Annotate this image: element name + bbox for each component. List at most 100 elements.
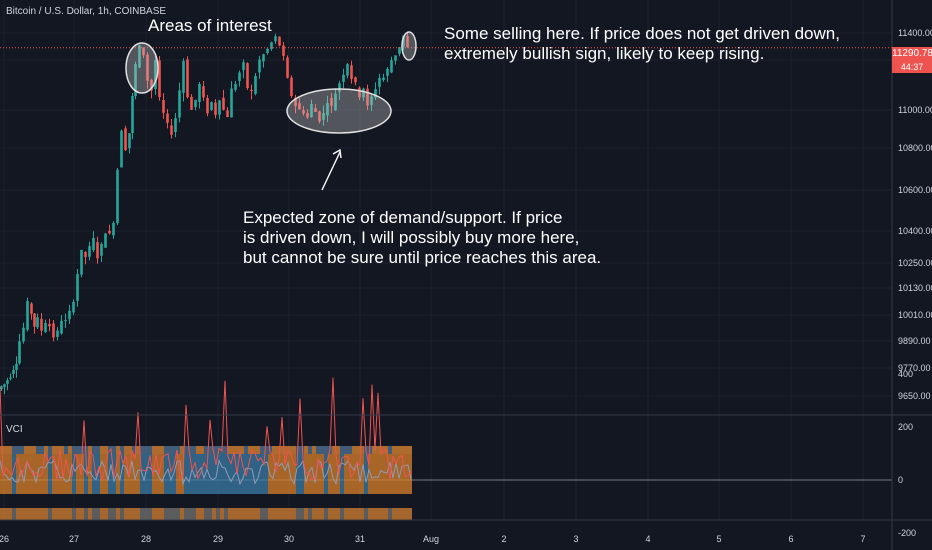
y-tick-label: 9650.00 (898, 391, 931, 401)
vci-band-low (20, 508, 24, 520)
vci-band-top (176, 446, 180, 454)
y-tick-label: 10800.00 (898, 143, 932, 153)
vci-band-mid (284, 454, 288, 494)
x-tick-label: 28 (141, 534, 151, 544)
vci-band-low (340, 508, 344, 520)
vci-band-low (200, 508, 204, 520)
vci-band-top (152, 446, 156, 454)
candle-body (330, 97, 333, 106)
vci-band-low (16, 508, 20, 520)
vci-tick-label: 200 (898, 422, 913, 432)
vci-band-top (356, 446, 360, 454)
vci-band-low (288, 508, 292, 520)
candle-body (6, 380, 9, 384)
vci-band-low (4, 508, 8, 520)
candle-body (36, 317, 39, 328)
vci-band-low (164, 508, 168, 520)
candle-body (278, 36, 281, 46)
vci-band-low (300, 508, 304, 520)
candle-body (362, 88, 365, 98)
vci-band-top (20, 446, 24, 454)
candle-body (92, 237, 95, 251)
vci-band-top (272, 446, 276, 454)
vci-band-mid (176, 454, 180, 494)
vci-band-top (168, 446, 172, 454)
vci-band-low (332, 508, 336, 520)
vci-band-top (404, 446, 408, 454)
vci-band-mid (248, 454, 252, 494)
x-tick-label: 7 (860, 534, 865, 544)
vci-band-top (308, 446, 312, 454)
candle-body (326, 103, 329, 116)
vci-band-mid (344, 454, 348, 494)
vci-band-top (164, 446, 168, 454)
vci-band-mid (8, 454, 12, 494)
vci-band-top (332, 446, 336, 454)
vci-band-top (320, 446, 324, 454)
vci-band-mid (216, 454, 220, 494)
area-ellipse-right (401, 31, 417, 61)
vci-band-top (172, 446, 176, 454)
vci-band-mid (224, 454, 228, 494)
vci-band-top (284, 446, 288, 454)
candle-body (18, 341, 21, 364)
vci-band-top (396, 446, 400, 454)
vci-band-low (208, 508, 212, 520)
vci-band-low (368, 508, 372, 520)
candle-body (72, 301, 75, 313)
candle-body (48, 323, 51, 327)
vci-band-mid (320, 454, 324, 494)
candle-body (64, 320, 67, 322)
vci-band-top (12, 446, 16, 454)
candle-body (100, 243, 103, 256)
vci-band-top (292, 446, 296, 454)
vci-band-top (228, 446, 232, 454)
candle-body (354, 77, 357, 83)
candle-body (174, 118, 177, 133)
candle-body (154, 60, 157, 89)
candle-body (178, 90, 181, 118)
candle-body (84, 251, 87, 257)
vci-band-low (392, 508, 396, 520)
vci-band-top (352, 446, 356, 454)
vci-band-mid (360, 454, 364, 494)
vci-band-mid (200, 454, 204, 494)
vci-band-top (72, 446, 76, 454)
x-tick-label: 2 (501, 534, 506, 544)
vci-band-top (252, 446, 256, 454)
vci-band-low (280, 508, 284, 520)
vci-band-top (24, 446, 28, 454)
candle-body (30, 303, 33, 314)
vci-band-low (224, 508, 228, 520)
vci-band-top (36, 446, 40, 454)
candle-body (166, 113, 169, 123)
candle-body (226, 110, 229, 118)
vci-band-low (0, 508, 4, 520)
candle-body (378, 77, 381, 87)
candle-body (338, 83, 341, 92)
vci-band-top (336, 446, 340, 454)
vci-band-low (248, 508, 252, 520)
vci-band-top (392, 446, 396, 454)
candle-body (402, 35, 405, 47)
candle-body (112, 223, 115, 236)
vci-band-mid (196, 454, 200, 494)
vci-band-mid (260, 454, 264, 494)
vci-band-low (292, 508, 296, 520)
vci-band-low (268, 508, 272, 520)
vci-band-low (328, 508, 332, 520)
candle-body (334, 93, 337, 111)
vci-band-low (36, 508, 40, 520)
vci-band-low (100, 508, 104, 520)
vci-band-top (4, 446, 8, 454)
vci-band-mid (304, 454, 308, 494)
vci-band-low (44, 508, 48, 520)
vci-band-top (372, 446, 376, 454)
candle-body (186, 59, 189, 98)
vci-band-top (184, 446, 188, 454)
vci-band-mid (72, 454, 76, 494)
candle-body (146, 54, 149, 81)
vci-band-top (340, 446, 344, 454)
vci-band-mid (232, 454, 236, 494)
